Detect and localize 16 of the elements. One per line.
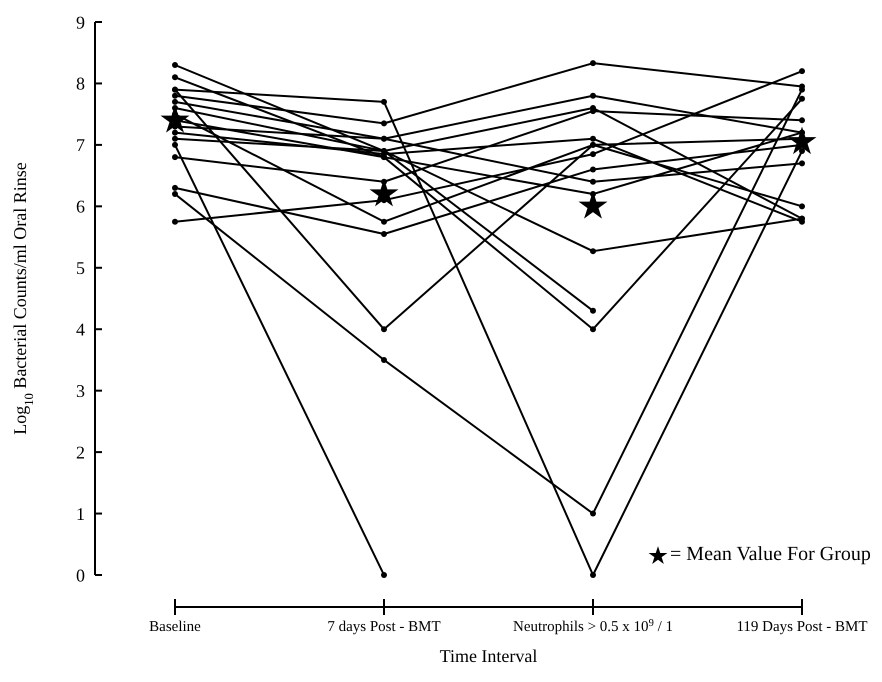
x-tick-label: Baseline [149, 619, 202, 635]
y-tick-label: 5 [76, 258, 85, 278]
y-tick-label: 3 [76, 380, 85, 401]
y-tick-label: 7 [76, 135, 85, 156]
x-tick-label: Neutrophils > 0.5 x 10$^{9}$ / 1 [513, 618, 673, 635]
y-tick-label: 0 [76, 565, 85, 586]
x-tick-label: 7 days Post - BMT [327, 619, 441, 635]
y-tick-label: 6 [76, 196, 85, 217]
x-axis-title: Time Interval [440, 646, 538, 666]
y-tick-label: 4 [76, 320, 85, 340]
y-tick-label: 2 [76, 442, 85, 462]
x-tick-label: 119 Days Post - BMT [736, 619, 868, 635]
y-tick-label: 1 [76, 504, 85, 524]
legend-label: = Mean Value For Group [670, 543, 871, 565]
y-tick-label: 8 [76, 74, 85, 94]
y-tick-label: 9 [76, 12, 85, 32]
